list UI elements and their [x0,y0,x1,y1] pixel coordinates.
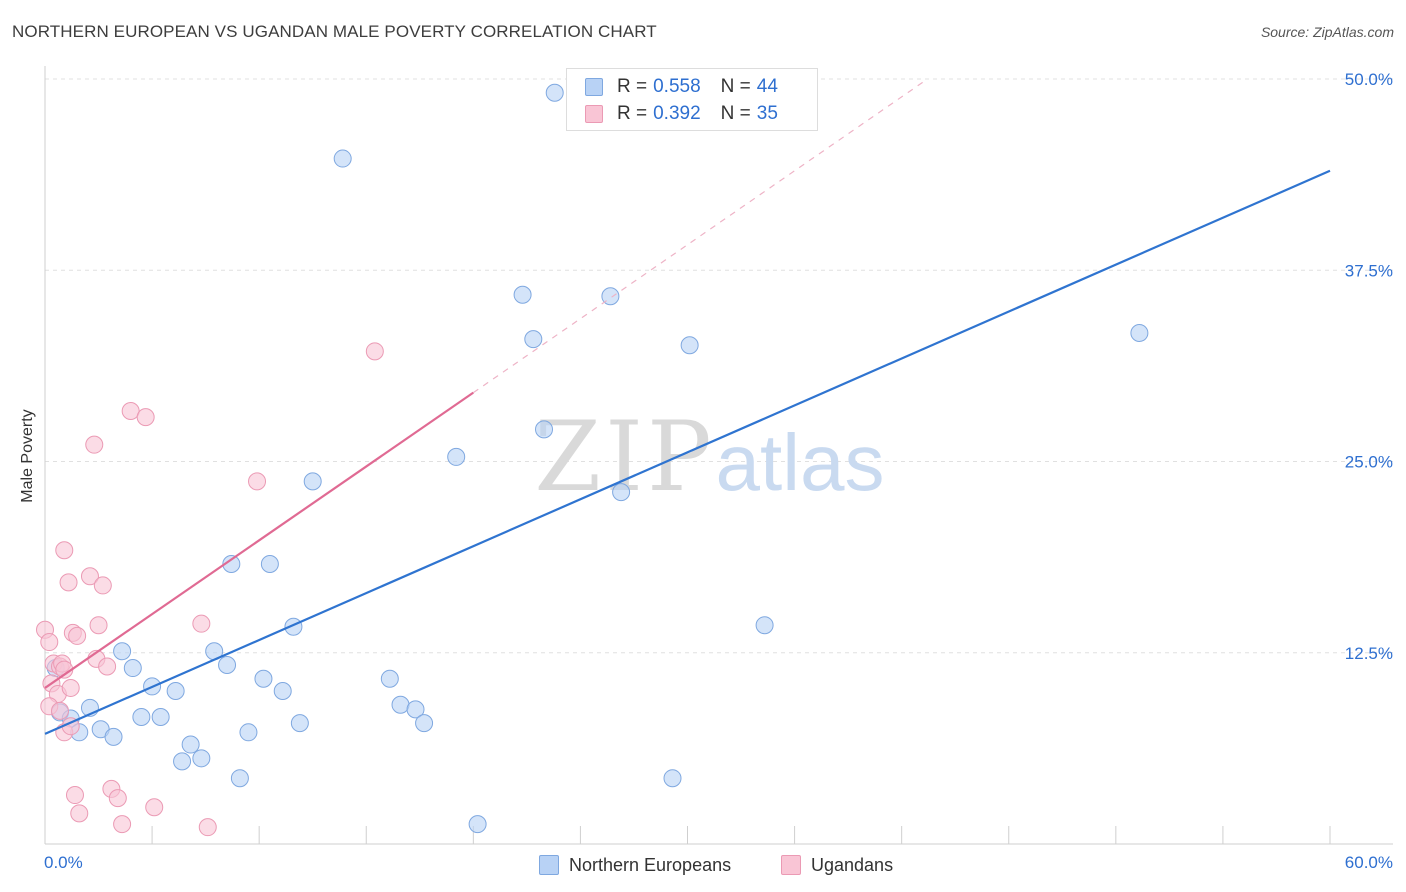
legend-r-label: R = [617,103,648,124]
point-northern-european [535,420,554,439]
point-northern-european [181,735,200,754]
legend-series-name: Northern Europeans [569,854,732,875]
point-northern-european [173,752,192,771]
point-northern-european [113,642,132,661]
blue-swatch-icon [585,78,603,96]
point-ugandan [65,786,84,805]
point-northern-european [239,723,258,742]
bottom-legend-ugandans[interactable]: Ugandans [781,852,893,878]
point-ugandan [365,342,384,361]
point-ugandan [248,472,267,491]
point-ugandan [59,573,78,592]
x-tick-label-min: 0.0% [44,853,83,872]
point-ugandan [198,818,217,837]
y-tick-label: 37.5% [1345,261,1393,280]
point-northern-european [303,472,322,491]
legend-n-label: N = [720,103,751,124]
point-northern-european [230,769,249,788]
legend-r-label: R = [617,76,648,97]
point-northern-european [132,708,151,727]
point-northern-european [391,695,410,714]
legend-r-value: 0.558 [653,76,701,97]
point-ugandan [50,701,69,720]
legend-n-value: 35 [756,103,778,124]
point-northern-european [260,555,279,574]
point-northern-european [218,655,237,674]
y-tick-label: 12.5% [1345,644,1393,663]
point-northern-european [513,285,532,304]
grid-layer [45,78,1393,654]
legend-row-northern-europeans: R = 0.558 N = 44 [585,75,778,99]
trend-layer [44,81,1331,735]
point-ugandan [192,614,211,633]
point-northern-european [545,83,564,102]
point-ugandan [40,633,59,652]
blue-swatch-icon [539,855,559,875]
point-northern-european [123,659,142,678]
point-northern-european [192,749,211,768]
point-ugandan [93,576,112,595]
point-northern-european [290,714,309,733]
point-ugandan [121,402,140,421]
point-northern-european [468,815,487,834]
point-ugandan [113,815,132,834]
pink-swatch-icon [781,855,801,875]
legend-row-ugandans: R = 0.392 N = 35 [585,102,778,126]
legend-n-value: 44 [756,76,778,97]
point-ugandan [68,626,87,645]
bottom-legend-northern-europeans[interactable]: Northern Europeans [539,852,731,878]
point-ugandan [98,657,117,676]
point-northern-european [254,669,273,688]
point-ugandan [136,408,155,427]
chart-title: NORTHERN EUROPEAN VS UGANDAN MALE POVERT… [12,22,657,41]
point-ugandan [80,567,99,586]
point-northern-european [104,727,123,746]
point-northern-european [333,149,352,168]
points-layer [36,83,1149,837]
legend-series-name: Ugandans [811,854,894,875]
point-ugandan [61,678,80,697]
point-northern-european [166,682,185,700]
legend-r-value: 0.392 [653,103,701,124]
source-credit: Source: ZipAtlas.com [1260,24,1394,40]
correlation-legend: R = 0.558 N = 44 R = 0.392 N = 35 [566,68,818,131]
axis-layer: 12.5% 25.0% 37.5% 50.0% [44,66,1393,845]
point-ugandan [85,435,104,454]
point-ugandan [70,804,89,823]
y-tick-label: 50.0% [1345,70,1393,89]
point-northern-european [663,769,682,788]
point-ugandan [145,798,164,817]
y-tick-label: 25.0% [1345,453,1393,472]
point-northern-european [273,682,292,700]
point-northern-european [380,669,399,688]
pink-swatch-icon [585,105,603,123]
point-northern-european [447,447,466,466]
legend-n-label: N = [720,76,751,97]
point-northern-european [680,336,699,355]
trendline-ugandans [44,391,474,689]
point-northern-european [406,700,425,719]
watermark-atlas: atlas [716,418,885,507]
point-northern-european [415,714,434,733]
trendline-northern-europeans [44,169,1331,735]
point-northern-european [1130,323,1149,342]
point-ugandan [89,616,108,635]
point-ugandan [55,541,74,560]
x-tick-label-max: 60.0% [1344,853,1393,872]
point-northern-european [612,483,631,502]
point-northern-european [151,708,170,727]
point-ugandan [108,789,127,808]
point-northern-european [222,555,241,574]
point-northern-european [755,616,774,635]
point-northern-european [524,330,543,349]
